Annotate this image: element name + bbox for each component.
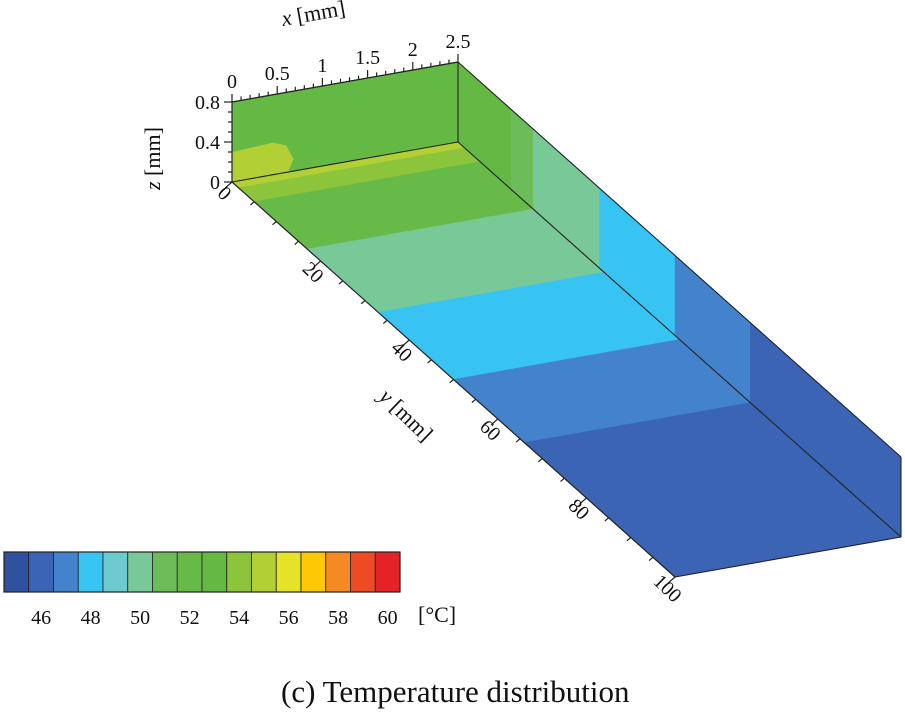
colorbar-unit: [°C]: [418, 602, 456, 627]
figure-caption: (c) Temperature distribution: [281, 674, 630, 709]
colorbar-swatch-8: [201, 551, 228, 593]
y-minor-tick-35: [382, 319, 388, 325]
y-major-tick-100: [667, 576, 676, 584]
y-minor-tick-70: [537, 458, 543, 463]
y-minor-tick-30: [360, 300, 366, 305]
x-tick-label-4: 2: [408, 39, 418, 61]
y-major-tick-0: [224, 181, 233, 189]
colorbar-tick-label-0: 46: [31, 607, 51, 629]
surface-bands: [231, 141, 902, 578]
colorbar: [3, 551, 401, 593]
y-minor-tick-55: [471, 398, 477, 404]
colorbar-swatch-4: [102, 551, 129, 593]
colorbar-swatch-11: [275, 551, 302, 593]
y-minor-tick-10: [272, 221, 277, 226]
colorbar-swatch-15: [374, 551, 401, 593]
y-major-tick-40: [402, 339, 410, 347]
x-tick-label-1: 0.5: [265, 63, 290, 85]
colorbar-ticks: 46 48 50 52 54 56 58 60: [31, 607, 398, 629]
colorbar-tick-label-6: 58: [328, 607, 348, 629]
colorbar-swatch-0: [3, 551, 30, 593]
side-wall-bands: [457, 61, 902, 538]
colorbar-tick-label-3: 52: [180, 607, 200, 629]
colorbar-swatch-13: [325, 551, 351, 593]
colorbar-swatch-7: [176, 551, 203, 593]
colorbar-swatch-6: [152, 551, 178, 593]
colorbar-swatch-9: [226, 551, 252, 593]
x-tick-label-5: 2.5: [446, 31, 471, 53]
colorbar-tick-label-5: 56: [279, 607, 299, 629]
y-major-tick-20: [313, 260, 321, 268]
colorbar-frame: [3, 551, 401, 593]
y-minor-tick-5: [250, 201, 255, 206]
y-major-tick-60: [490, 418, 499, 426]
edge-outlet-bottom: [674, 536, 902, 578]
inlet-hot-spot: [232, 142, 294, 182]
colorbar-swatch-10: [251, 551, 277, 593]
y-minor-tick-85: [604, 517, 609, 522]
z-axis: 0 0.4 0.8: [195, 92, 233, 194]
colorbar-swatch-12: [300, 551, 327, 593]
colorbar-tick-label-4: 54: [229, 607, 249, 629]
x-axis-label: x [mm]: [279, 0, 348, 31]
colorbar-swatch-1: [28, 551, 54, 593]
y-minor-tick-25: [338, 280, 344, 285]
x-tick-label-3: 1.5: [355, 47, 380, 69]
colorbar-swatch-3: [77, 551, 104, 593]
y-minor-tick-90: [626, 537, 632, 542]
z-axis-label: z [mm]: [140, 127, 165, 191]
y-axis-label: y [mm]: [373, 382, 438, 446]
colorbar-swatch-14: [350, 551, 376, 593]
y-minor-tick-65: [515, 438, 521, 443]
edge-far-bottom: [457, 141, 902, 538]
z-tick-label-2: 0.8: [195, 92, 220, 114]
z-tick-label-0: 0: [210, 172, 220, 194]
colorbar-tick-label-7: 60: [378, 607, 398, 629]
edge-inlet-bottom: [231, 141, 459, 183]
colorbar-tick-label-1: 48: [81, 607, 101, 629]
x-tick-label-2: 1: [317, 55, 327, 77]
y-minor-tick-75: [560, 477, 565, 483]
y-minor-tick-95: [648, 556, 654, 562]
x-tick-label-0: 0: [227, 71, 237, 93]
colorbar-tick-label-2: 50: [130, 607, 150, 629]
edge-far-top: [457, 61, 902, 458]
y-minor-tick-50: [449, 379, 454, 384]
y-major-tick-80: [579, 497, 587, 505]
y-minor-tick-45: [427, 359, 432, 364]
y-minor-tick-15: [294, 240, 299, 246]
z-tick-label-1: 0.4: [195, 132, 220, 154]
x-axis: 0 0.5 1 1.5 2 2.5: [227, 31, 471, 103]
colorbar-swatch-5: [127, 551, 153, 593]
colorbar-swatch-2: [53, 551, 79, 593]
x-axis-line: [231, 61, 459, 103]
